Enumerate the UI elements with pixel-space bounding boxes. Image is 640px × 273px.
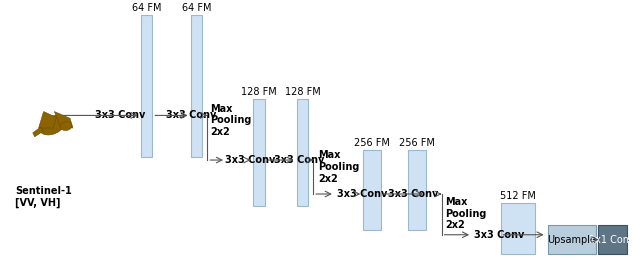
Text: 128 FM: 128 FM: [241, 87, 277, 97]
Text: Sentinel-1
[VV, VH]: Sentinel-1 [VV, VH]: [15, 186, 72, 208]
Text: 3x3 Conv: 3x3 Conv: [95, 110, 145, 120]
Ellipse shape: [60, 122, 72, 130]
Text: 512 FM: 512 FM: [500, 191, 536, 201]
Bar: [408, 150, 426, 230]
Text: Max
Pooling
2x2: Max Pooling 2x2: [445, 197, 487, 230]
Bar: [598, 225, 627, 254]
Text: 3x3 Conv: 3x3 Conv: [337, 189, 387, 199]
Text: Max
Pooling
2x2: Max Pooling 2x2: [210, 104, 252, 137]
Text: 3x3 Conv: 3x3 Conv: [166, 110, 216, 120]
Text: 3x3 Conv: 3x3 Conv: [225, 155, 275, 165]
Ellipse shape: [40, 115, 65, 135]
Bar: [296, 99, 308, 206]
Text: 64 FM: 64 FM: [132, 2, 161, 13]
Text: 64 FM: 64 FM: [182, 2, 211, 13]
Text: 3x3 Conv: 3x3 Conv: [274, 155, 324, 165]
Text: Max
Pooling
2x2: Max Pooling 2x2: [318, 150, 360, 183]
Text: Upsample: Upsample: [547, 235, 596, 245]
Text: 256 FM: 256 FM: [354, 138, 390, 149]
Polygon shape: [38, 112, 56, 128]
Text: 3x3 Conv: 3x3 Conv: [474, 230, 524, 240]
Polygon shape: [54, 112, 73, 128]
Text: 128 FM: 128 FM: [285, 87, 320, 97]
Bar: [548, 225, 596, 254]
Bar: [363, 150, 381, 230]
Bar: [191, 14, 202, 157]
Text: 3x3 Conv: 3x3 Conv: [388, 189, 438, 199]
Bar: [253, 99, 265, 206]
Text: 1x1 Conv: 1x1 Conv: [589, 235, 635, 245]
Polygon shape: [33, 127, 44, 137]
Text: 256 FM: 256 FM: [399, 138, 435, 149]
Bar: [141, 14, 152, 157]
Bar: [501, 203, 535, 254]
